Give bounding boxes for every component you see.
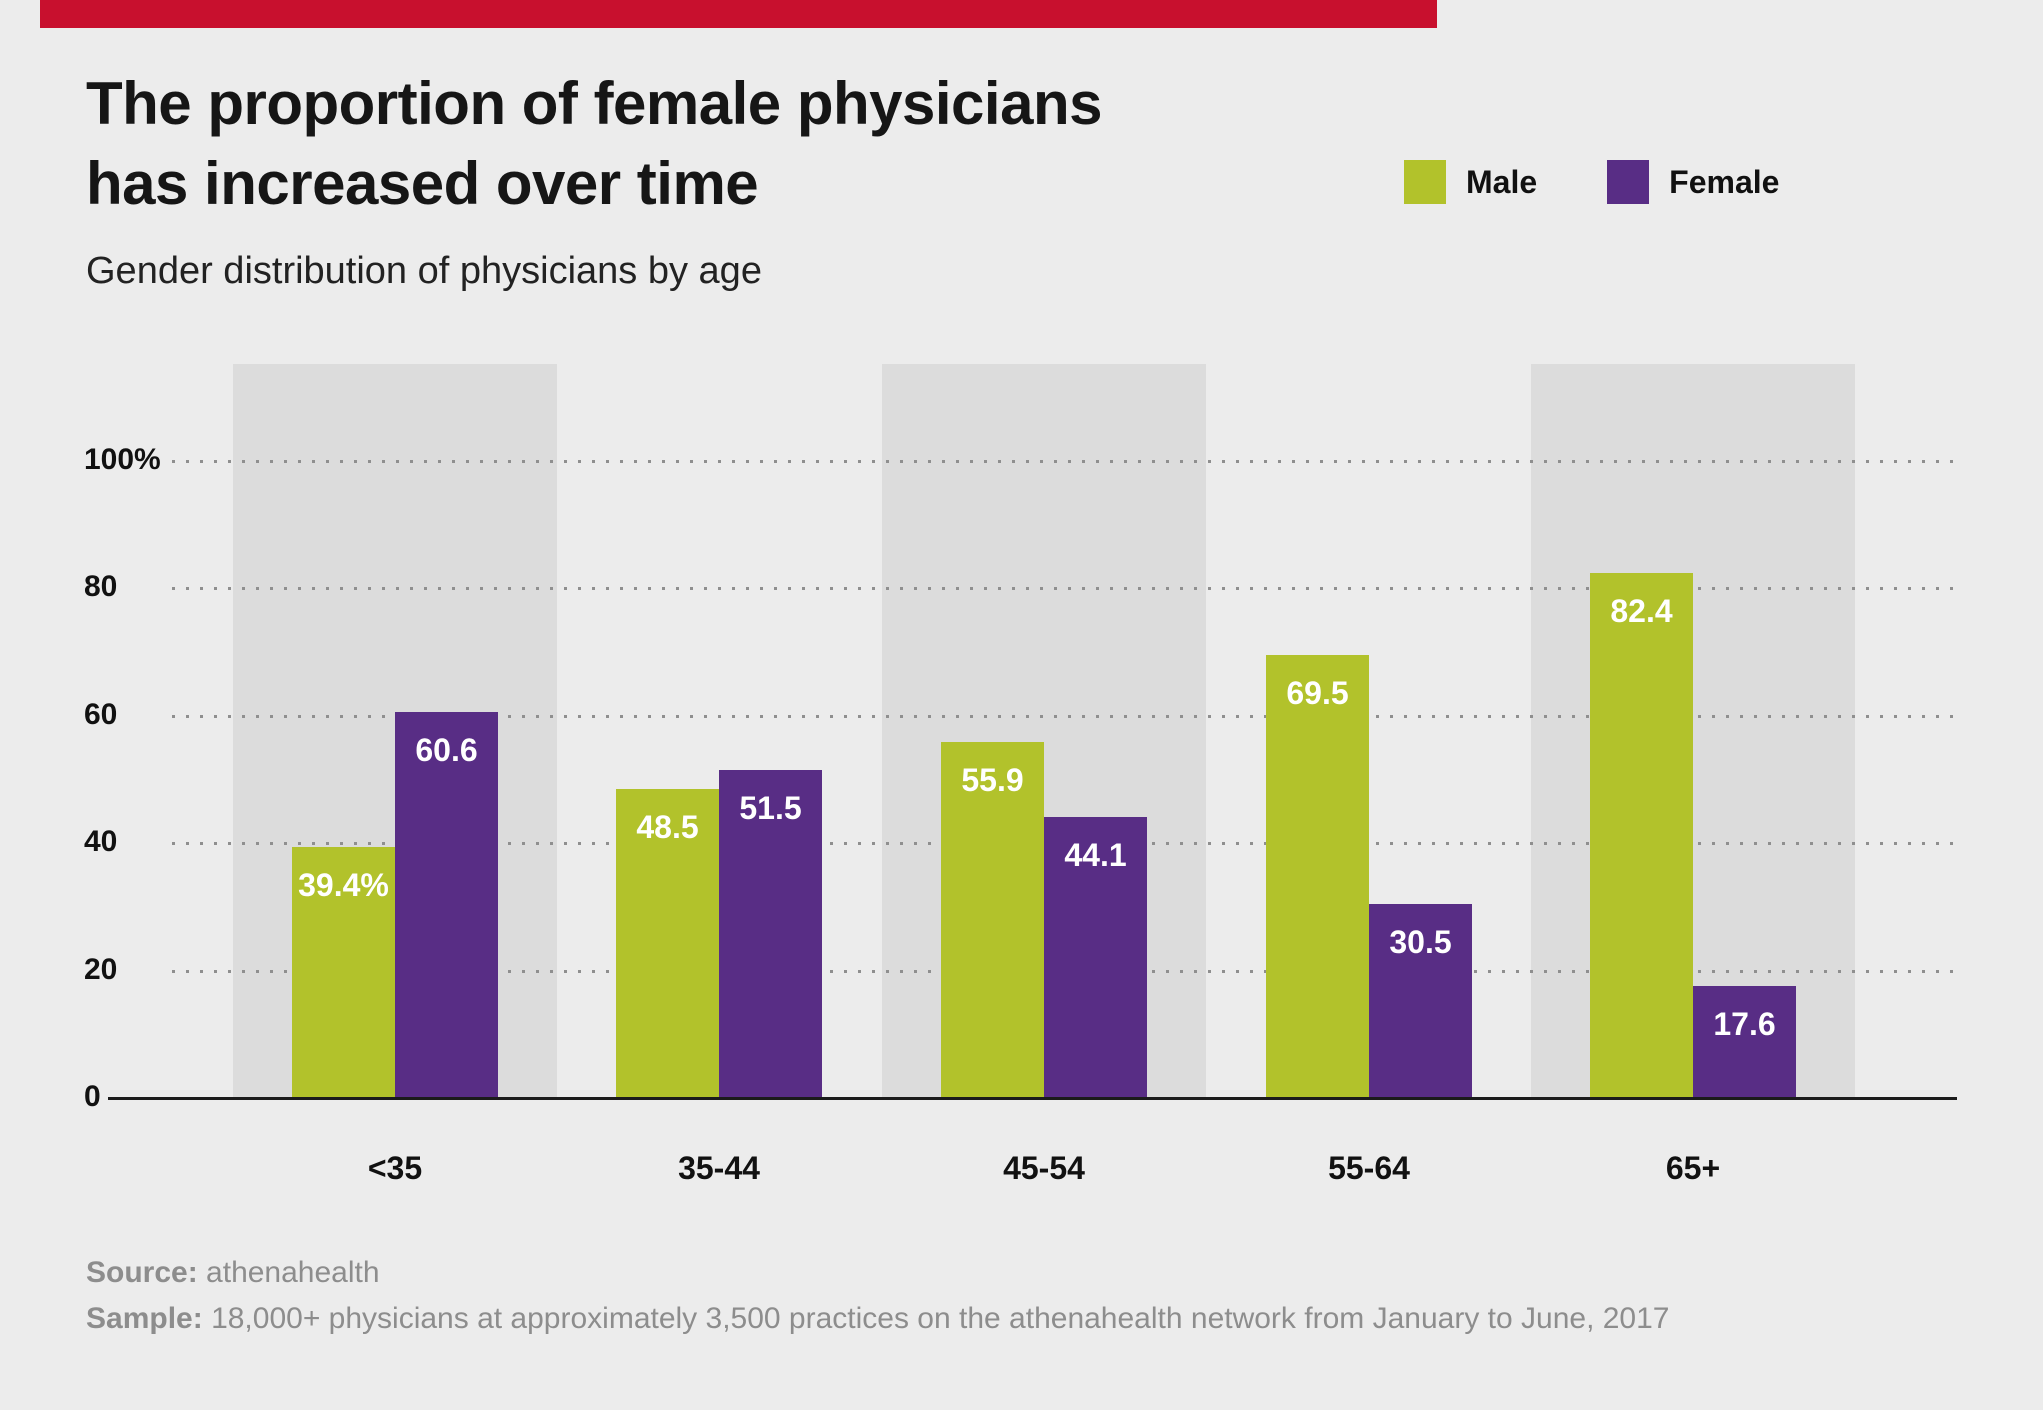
legend-item-male: Male <box>1404 160 1537 204</box>
bar-value-label: 69.5 <box>1286 675 1349 712</box>
x-category-label-0: <35 <box>367 1150 423 1186</box>
bar-male-4: 82.4 <box>1590 573 1693 1098</box>
bar-value-label: 17.6 <box>1713 1005 1776 1042</box>
sample-label: Sample: <box>86 1302 203 1335</box>
legend-label-male: Male <box>1466 163 1538 200</box>
top-accent-bar <box>40 0 1437 28</box>
bar-value-label: 51.5 <box>739 789 802 826</box>
x-category-label-1: 35-44 <box>678 1150 760 1186</box>
chart-title-line1: The proportion of female physicians <box>86 70 1102 137</box>
bar-female-0: 60.6 <box>395 711 498 1098</box>
legend-item-female: Female <box>1607 160 1779 204</box>
bar-male-2: 55.9 <box>941 741 1044 1098</box>
bar-value-label: 30.5 <box>1389 923 1452 960</box>
bar-female-1: 51.5 <box>719 769 822 1098</box>
y-tick-label-60: 60 <box>84 697 118 731</box>
x-category-label-2: 45-54 <box>1003 1150 1085 1186</box>
source-value: athenahealth <box>206 1256 380 1289</box>
legend-label-female: Female <box>1669 163 1780 200</box>
bar-value-label: 55.9 <box>961 761 1024 798</box>
bar-value-label: 60.6 <box>415 731 478 768</box>
y-tick-label-20: 20 <box>84 952 118 986</box>
chart-title-line2: has increased over time <box>86 150 759 217</box>
bar-female-3: 30.5 <box>1369 903 1472 1098</box>
bar-male-0: 39.4% <box>292 847 395 1098</box>
gridline-80 <box>172 587 1957 591</box>
bar-male-3: 69.5 <box>1266 655 1369 1098</box>
x-category-label-4: 65+ <box>1665 1150 1721 1186</box>
x-axis-line <box>108 1097 1957 1100</box>
background-band <box>1531 364 1855 1098</box>
male-swatch-icon <box>1404 160 1446 204</box>
bar-male-1: 48.5 <box>616 789 719 1098</box>
chart-title: The proportion of female physicians has … <box>86 64 1236 224</box>
y-tick-label-0: 0 <box>84 1080 101 1113</box>
bar-value-label: 44.1 <box>1064 837 1127 874</box>
legend: Male Female <box>1404 160 1779 204</box>
y-tick-label-80: 80 <box>84 570 118 604</box>
female-swatch-icon <box>1607 160 1650 204</box>
source-label: Source: <box>86 1256 198 1289</box>
bar-value-label: 39.4% <box>298 867 389 904</box>
gridline-100 <box>172 460 1957 463</box>
y-tick-label-100: 100% <box>84 443 161 476</box>
gridline-60 <box>172 714 1957 718</box>
bar-female-4: 17.6 <box>1693 985 1796 1098</box>
sample-line: Sample: 18,000+ physicians at approximat… <box>86 1302 1669 1336</box>
x-category-label-3: 55-64 <box>1328 1150 1410 1186</box>
sample-value: 18,000+ physicians at approximately 3,50… <box>211 1302 1670 1335</box>
bar-female-2: 44.1 <box>1044 817 1147 1098</box>
bar-value-label: 82.4 <box>1610 593 1673 630</box>
source-line: Source: athenahealth <box>86 1256 380 1290</box>
y-tick-label-40: 40 <box>84 825 118 859</box>
bar-value-label: 48.5 <box>636 809 699 846</box>
chart-subtitle: Gender distribution of physicians by age <box>86 250 762 292</box>
